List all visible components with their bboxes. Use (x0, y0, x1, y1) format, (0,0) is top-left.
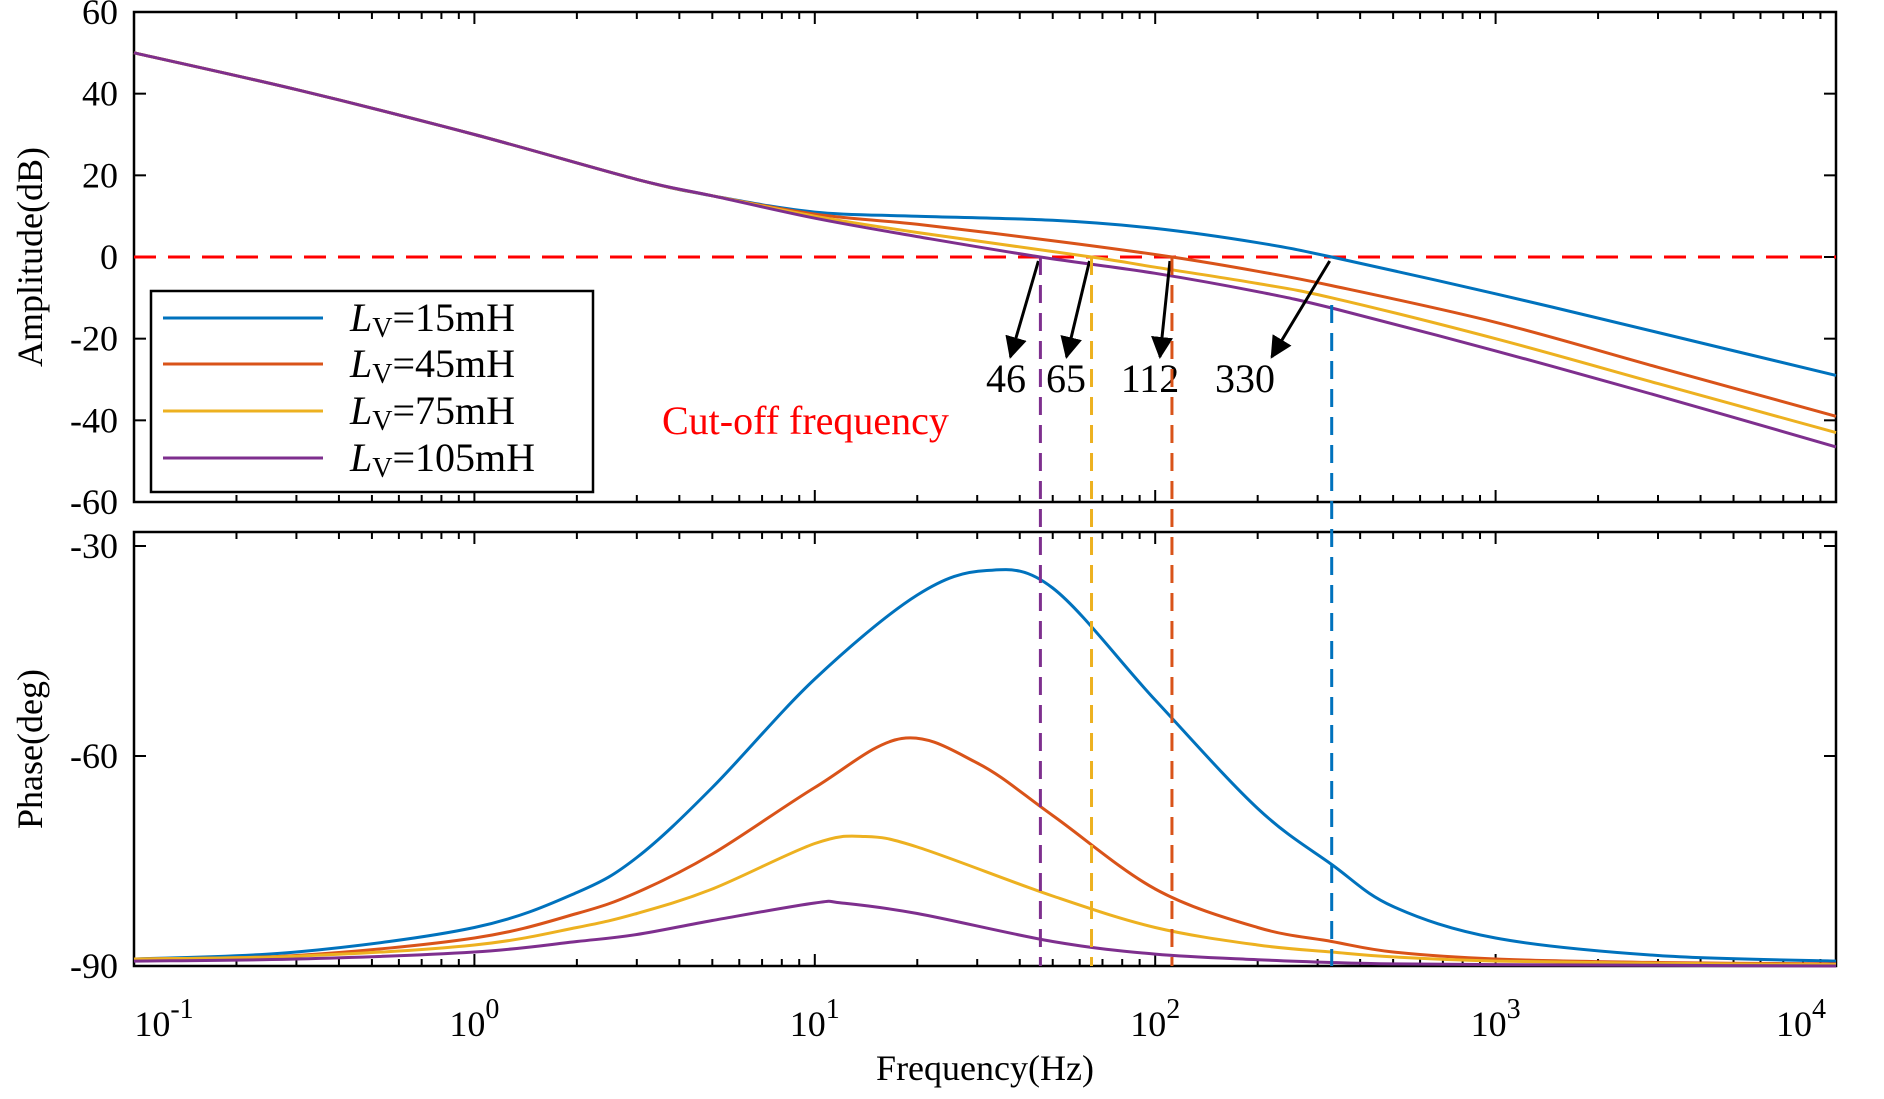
amplitude-y-tick-label: 20 (82, 155, 118, 195)
cutoff-value-label-330: 330 (1215, 356, 1275, 401)
x-tick-label: 102 (1130, 994, 1180, 1044)
cutoff-arrow-330 (1270, 260, 1331, 359)
cutoff-frequency-label: Cut-off frequency (662, 398, 949, 443)
phase-plot-frame (132, 530, 1838, 968)
x-tick-label: 103 (1471, 994, 1521, 1044)
amplitude-panel: 60 40 20 0 -20 -40 -60 46 65 112 330 Cut-off frequ… (10, 0, 1838, 522)
phase-y-axis-label: Phase(deg) (10, 669, 50, 829)
amplitude-y-tick-label: -20 (70, 319, 118, 359)
amplitude-y-tick-label: 40 (82, 74, 118, 114)
phase-series-line-1 (133, 568, 1837, 963)
phase-y-tick-label: -90 (70, 946, 118, 986)
x-tick-label: 100 (449, 994, 499, 1044)
amplitude-y-tick-label: -40 (70, 400, 118, 440)
cutoff-value-label-46: 46 (986, 356, 1026, 401)
x-axis-label: Frequency(Hz) (876, 1048, 1094, 1088)
cutoff-value-label-112: 112 (1121, 356, 1180, 401)
legend-label-1: LV=15mH (349, 295, 515, 344)
cutoff-value-label-65: 65 (1046, 356, 1086, 401)
legend-label-3: LV=75mH (349, 388, 515, 437)
x-tick-label: 10-1 (134, 994, 193, 1044)
cutoff-arrow-112 (1151, 260, 1173, 359)
cutoff-arrow-46 (1005, 260, 1040, 359)
amplitude-y-tick-label: 60 (82, 0, 118, 32)
cutoff-arrow-65 (1060, 260, 1091, 359)
amplitude-y-tick-label: -60 (70, 482, 118, 522)
phase-series-line-3 (133, 834, 1837, 967)
x-tick-label: 101 (790, 994, 840, 1044)
phase-panel: -30-60-90 Phase(deg) 10-1 100 101 102 103 104… (10, 257, 1838, 1088)
legend-label-2: LV=45mH (349, 341, 515, 390)
amplitude-y-axis-label: Amplitude(dB) (10, 147, 50, 367)
amplitude-y-tick-label: 0 (100, 237, 118, 277)
legend-label-4: LV=105mH (349, 435, 535, 484)
phase-series-line-4 (133, 899, 1837, 968)
phase-y-tick-label: -60 (70, 736, 118, 776)
amplitude-series-line-4 (133, 51, 1837, 449)
phase-series-line-2 (133, 736, 1837, 966)
x-tick-label: 104 (1776, 994, 1826, 1044)
phase-y-tick-label: -30 (70, 526, 118, 566)
